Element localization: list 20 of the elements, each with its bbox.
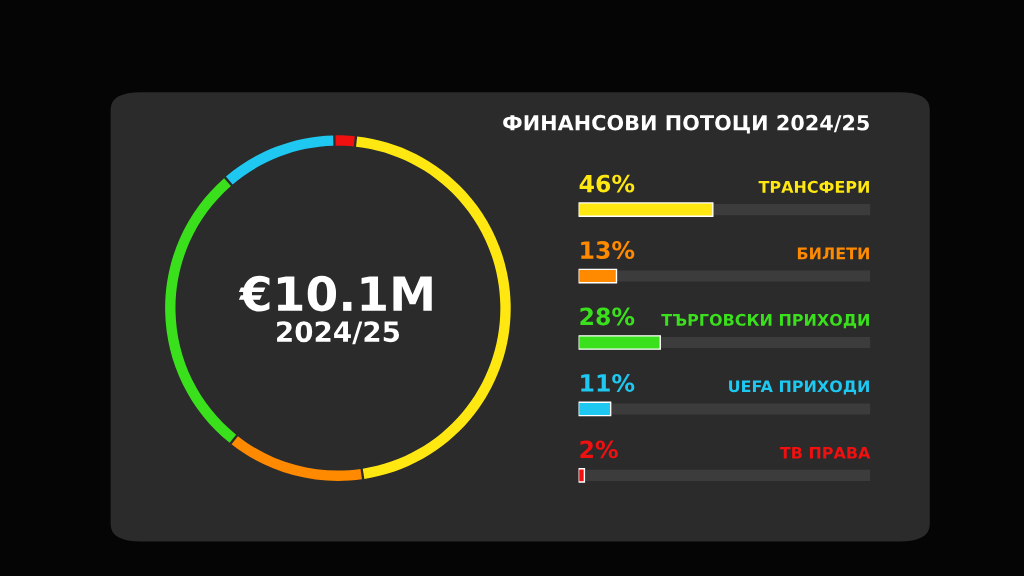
donut-slice [231,436,362,481]
text: 2024/25 [277,321,400,345]
donut-slice [165,178,237,443]
bar [578,401,612,417]
data-label: 13% [581,241,635,259]
data-label: 11% [581,374,635,392]
category-label: ТРАНСФЕРИ [758,180,869,193]
data-label: 2% [580,440,618,459]
bar [578,268,618,284]
data-label: 46% [579,174,635,193]
donut-slice [335,135,355,147]
text: €10.1M [238,275,432,312]
chart-title: ФИНАНСОВИ ПОТОЦИ 2024/25 [503,114,869,134]
donut-slice [225,135,334,185]
category-label: ТЪРГОВСКИ ПРИХОДИ [661,313,869,329]
category-label: БИЛЕТИ [797,247,869,260]
category-label: UEFA ПРИХОДИ [729,380,869,395]
bar [578,468,586,483]
data-label: 28% [580,307,635,326]
category-label: ТВ ПРАВА [779,446,871,459]
